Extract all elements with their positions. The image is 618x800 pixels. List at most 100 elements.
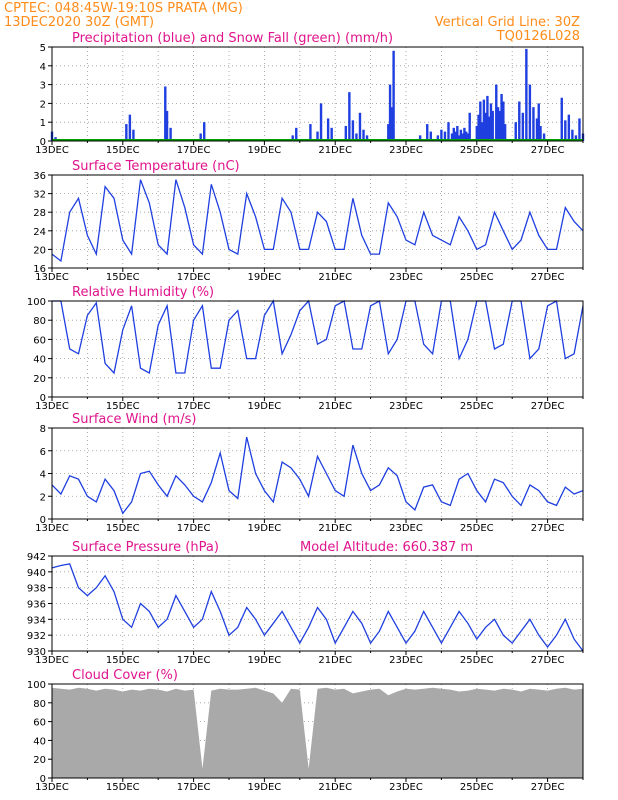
chart-panels: Precipitation (blue) and Snow Fall (gree…: [27, 31, 585, 793]
x-tick-label: 25DEC: [460, 523, 494, 534]
y-tick-label: 40: [33, 736, 46, 747]
x-tick-label: 25DEC: [460, 782, 494, 793]
x-tick-label: 21DEC: [318, 272, 352, 283]
panel-frame: [51, 427, 584, 520]
precip-bar: [418, 135, 422, 141]
panel-rh: Relative Humidity (%) 0 20 40 60 80 100 13DEC 15…: [27, 285, 584, 412]
y-tick-label: 936: [27, 600, 46, 611]
precip-bar: [477, 114, 480, 141]
panel-frame: [51, 555, 584, 652]
precip-bar: [564, 120, 567, 141]
x-tick-label: 21DEC: [318, 401, 352, 412]
x-tick-label: 13DEC: [35, 655, 69, 666]
panel-subtitle: Model Altitude: 660.387 m: [300, 540, 473, 555]
y-tick-label: 100: [27, 680, 46, 691]
x-tick-label: 15DEC: [106, 401, 140, 412]
y-tick-label: 4: [40, 470, 46, 481]
precip-bar: [496, 107, 500, 141]
precip-bar: [362, 129, 365, 141]
y-tick-label: 934: [27, 615, 46, 626]
x-tick-label: 23DEC: [389, 782, 423, 793]
precip-bar: [514, 122, 517, 141]
precip-bar: [498, 110, 502, 141]
precip-bar: [429, 131, 432, 141]
precip-bar: [571, 129, 574, 141]
x-tick-label: 23DEC: [389, 145, 423, 156]
y-tick-label: 3: [40, 81, 46, 92]
x-tick-label: 25DEC: [460, 145, 494, 156]
precip-bar: [450, 133, 454, 141]
y-tick-label: 20: [33, 374, 46, 385]
precip-bar: [525, 48, 528, 141]
precip-bar: [392, 50, 395, 142]
precip-bar: [463, 127, 466, 141]
y-tick-label: 60: [33, 335, 46, 346]
precip-bar: [486, 95, 489, 141]
panel-frame: [51, 46, 584, 142]
precip-bar: [355, 133, 358, 141]
x-tick-label: 25DEC: [460, 272, 494, 283]
panel-title: Surface Temperature (nC): [72, 159, 240, 174]
x-tick-label: 17DEC: [177, 655, 211, 666]
precip-bar: [365, 135, 369, 141]
y-tick-label: 6: [40, 447, 46, 458]
temp-line: [51, 179, 584, 263]
y-tick-label: 1: [40, 118, 46, 129]
precip-bar: [475, 125, 478, 141]
precip-bar: [457, 135, 461, 141]
precip-bar: [291, 135, 294, 141]
x-tick-label: 19DEC: [248, 272, 282, 283]
x-tick-label: 21DEC: [318, 145, 352, 156]
precip-bar: [132, 129, 135, 141]
precip-bar: [459, 129, 463, 141]
x-tick-label: 27DEC: [531, 782, 565, 793]
panel-temp: Surface Temperature (nC) 16 20 24 28 32 36 13DE…: [33, 159, 584, 283]
y-tick-label: 940: [27, 568, 46, 579]
x-tick-label: 27DEC: [531, 272, 565, 283]
precip-bar: [502, 101, 505, 141]
precip-bar: [169, 127, 172, 141]
x-tick-label: 17DEC: [177, 401, 211, 412]
x-tick-label: 13DEC: [35, 401, 69, 412]
precip-bar: [199, 133, 202, 141]
x-tick-label: 23DEC: [389, 401, 423, 412]
y-tick-label: 24: [33, 227, 46, 238]
x-tick-label: 23DEC: [389, 272, 423, 283]
y-tick-label: 60: [33, 718, 46, 729]
x-tick-label: 21DEC: [318, 782, 352, 793]
y-tick-label: 938: [27, 584, 46, 595]
precip-bar: [295, 127, 298, 141]
x-tick-label: 13DEC: [35, 145, 69, 156]
wind-line: [51, 436, 584, 515]
precip-bar: [500, 94, 503, 141]
precip-bar: [521, 112, 525, 141]
panel-frame: [51, 683, 584, 779]
precip-bar: [454, 131, 457, 141]
panel-pressure: Surface Pressure (hPa) Model Altitude: 66…: [27, 540, 584, 666]
x-tick-label: 27DEC: [531, 145, 565, 156]
precip-bar: [309, 124, 312, 141]
x-tick-label: 19DEC: [248, 655, 282, 666]
y-tick-label: 16: [33, 264, 46, 275]
y-tick-label: 20: [33, 755, 46, 766]
precip-bar: [426, 124, 429, 141]
y-tick-label: 36: [33, 171, 46, 182]
precip-bar: [574, 135, 578, 141]
x-tick-label: 17DEC: [177, 782, 211, 793]
x-tick-label: 23DEC: [389, 523, 423, 534]
precip-bar: [535, 118, 539, 141]
precip-bar: [567, 114, 571, 141]
precip-bar: [452, 127, 455, 141]
precip-bar: [468, 112, 471, 141]
header-line2: 13DEC2020 30Z (GMT): [4, 15, 154, 30]
panel-wind: Surface Wind (m/s) 0 2 4 6 8 13DEC 15DEC 17DEC 19…: [35, 412, 584, 534]
y-tick-label: 942: [27, 552, 46, 563]
x-tick-label: 25DEC: [460, 401, 494, 412]
precip-bar: [537, 103, 540, 141]
y-tick-label: 930: [27, 647, 46, 658]
precip-bar: [503, 124, 507, 141]
x-tick-label: 15DEC: [106, 145, 140, 156]
precip-bar: [466, 133, 470, 141]
x-tick-label: 13DEC: [35, 782, 69, 793]
precip-bar: [482, 99, 486, 141]
